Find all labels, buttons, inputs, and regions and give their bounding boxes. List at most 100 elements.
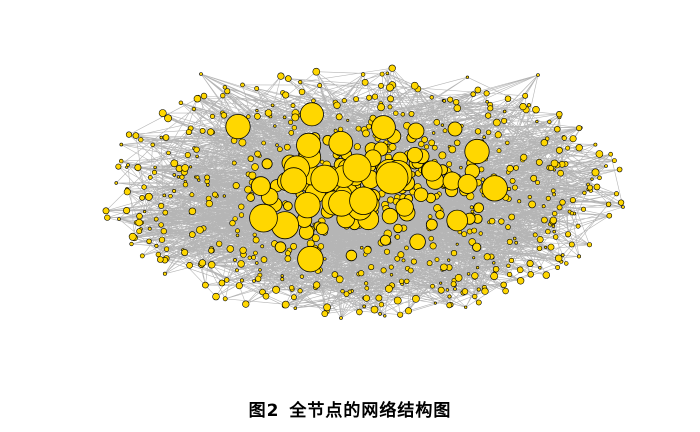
graph-node <box>401 258 406 263</box>
graph-node <box>259 288 266 296</box>
graph-node <box>505 224 511 230</box>
graph-node <box>438 151 447 160</box>
graph-node <box>556 146 563 154</box>
graph-node <box>297 245 324 273</box>
graph-node <box>487 105 494 112</box>
graph-node <box>273 124 277 128</box>
graph-node <box>238 138 247 147</box>
graph-node <box>363 246 372 255</box>
graph-node <box>225 114 251 140</box>
graph-node <box>335 113 343 121</box>
graph-node <box>343 291 350 297</box>
graph-node <box>527 194 532 200</box>
graph-node <box>312 67 321 76</box>
graph-node <box>431 131 436 135</box>
graph-node <box>575 144 583 152</box>
graph-node <box>378 312 382 316</box>
graph-node <box>494 131 502 139</box>
graph-node <box>254 150 261 158</box>
graph-node <box>261 158 273 170</box>
graph-node <box>454 139 461 147</box>
graph-node <box>469 205 474 210</box>
graph-node <box>575 223 581 229</box>
graph-node <box>593 142 598 147</box>
graph-node <box>277 146 283 152</box>
graph-node <box>472 242 482 252</box>
graph-node <box>153 216 159 222</box>
graph-node <box>272 285 280 294</box>
graph-node <box>313 281 321 289</box>
graph-node <box>146 238 152 245</box>
graph-node <box>475 299 482 306</box>
graph-node <box>455 242 459 246</box>
graph-node <box>464 305 468 309</box>
graph-node <box>517 199 522 204</box>
graph-node <box>472 293 478 300</box>
graph-node <box>118 158 124 164</box>
graph-node <box>128 232 137 241</box>
graph-node <box>569 135 577 143</box>
graph-node <box>388 264 394 270</box>
graph-node <box>547 243 555 251</box>
graph-node <box>377 103 385 112</box>
graph-node <box>552 234 559 240</box>
graph-node <box>250 176 271 196</box>
graph-node <box>298 88 306 96</box>
graph-node <box>522 92 529 99</box>
graph-node <box>371 93 379 100</box>
graph-node <box>220 92 226 99</box>
graph-node <box>158 236 166 243</box>
graph-node <box>450 250 458 257</box>
graph-node <box>536 245 543 252</box>
graph-node <box>507 187 512 192</box>
graph-node <box>235 282 243 290</box>
graph-node <box>284 255 292 263</box>
graph-node <box>384 284 393 293</box>
graph-node <box>554 254 563 262</box>
graph-node <box>117 217 121 221</box>
graph-node <box>580 206 586 212</box>
graph-node <box>447 96 454 103</box>
graph-node <box>246 114 251 119</box>
graph-node <box>280 274 284 278</box>
graph-node <box>148 175 153 180</box>
graph-node <box>466 272 471 276</box>
graph-node <box>186 261 193 269</box>
graph-node <box>375 294 383 302</box>
graph-node <box>296 132 322 158</box>
graph-node <box>249 203 278 233</box>
graph-node <box>290 294 297 301</box>
graph-node <box>457 174 478 194</box>
graph-node <box>439 281 443 285</box>
graph-node <box>394 255 401 262</box>
graph-node <box>353 143 361 151</box>
graph-node <box>461 288 469 295</box>
graph-node <box>209 113 215 119</box>
graph-node <box>483 253 491 261</box>
graph-node <box>587 184 593 191</box>
graph-node <box>547 119 552 124</box>
graph-node <box>557 169 564 177</box>
graph-node <box>143 210 147 214</box>
graph-node <box>123 188 131 196</box>
graph-node <box>291 113 300 122</box>
graph-node <box>262 292 270 300</box>
graph-node <box>490 272 499 280</box>
graph-node <box>412 294 420 303</box>
graph-node <box>446 161 453 167</box>
graph-node <box>364 281 369 286</box>
caption-label: 图2 <box>248 401 280 421</box>
graph-node <box>565 231 572 238</box>
graph-node <box>425 218 438 231</box>
graph-node <box>612 158 617 163</box>
graph-node <box>379 71 385 77</box>
graph-node <box>252 232 257 237</box>
graph-node <box>290 242 297 250</box>
graph-node <box>409 233 426 251</box>
graph-node <box>282 115 287 120</box>
graph-node <box>519 102 527 111</box>
graph-node <box>421 160 443 182</box>
graph-node <box>255 261 259 265</box>
graph-node <box>255 108 259 113</box>
graph-node <box>188 207 197 216</box>
